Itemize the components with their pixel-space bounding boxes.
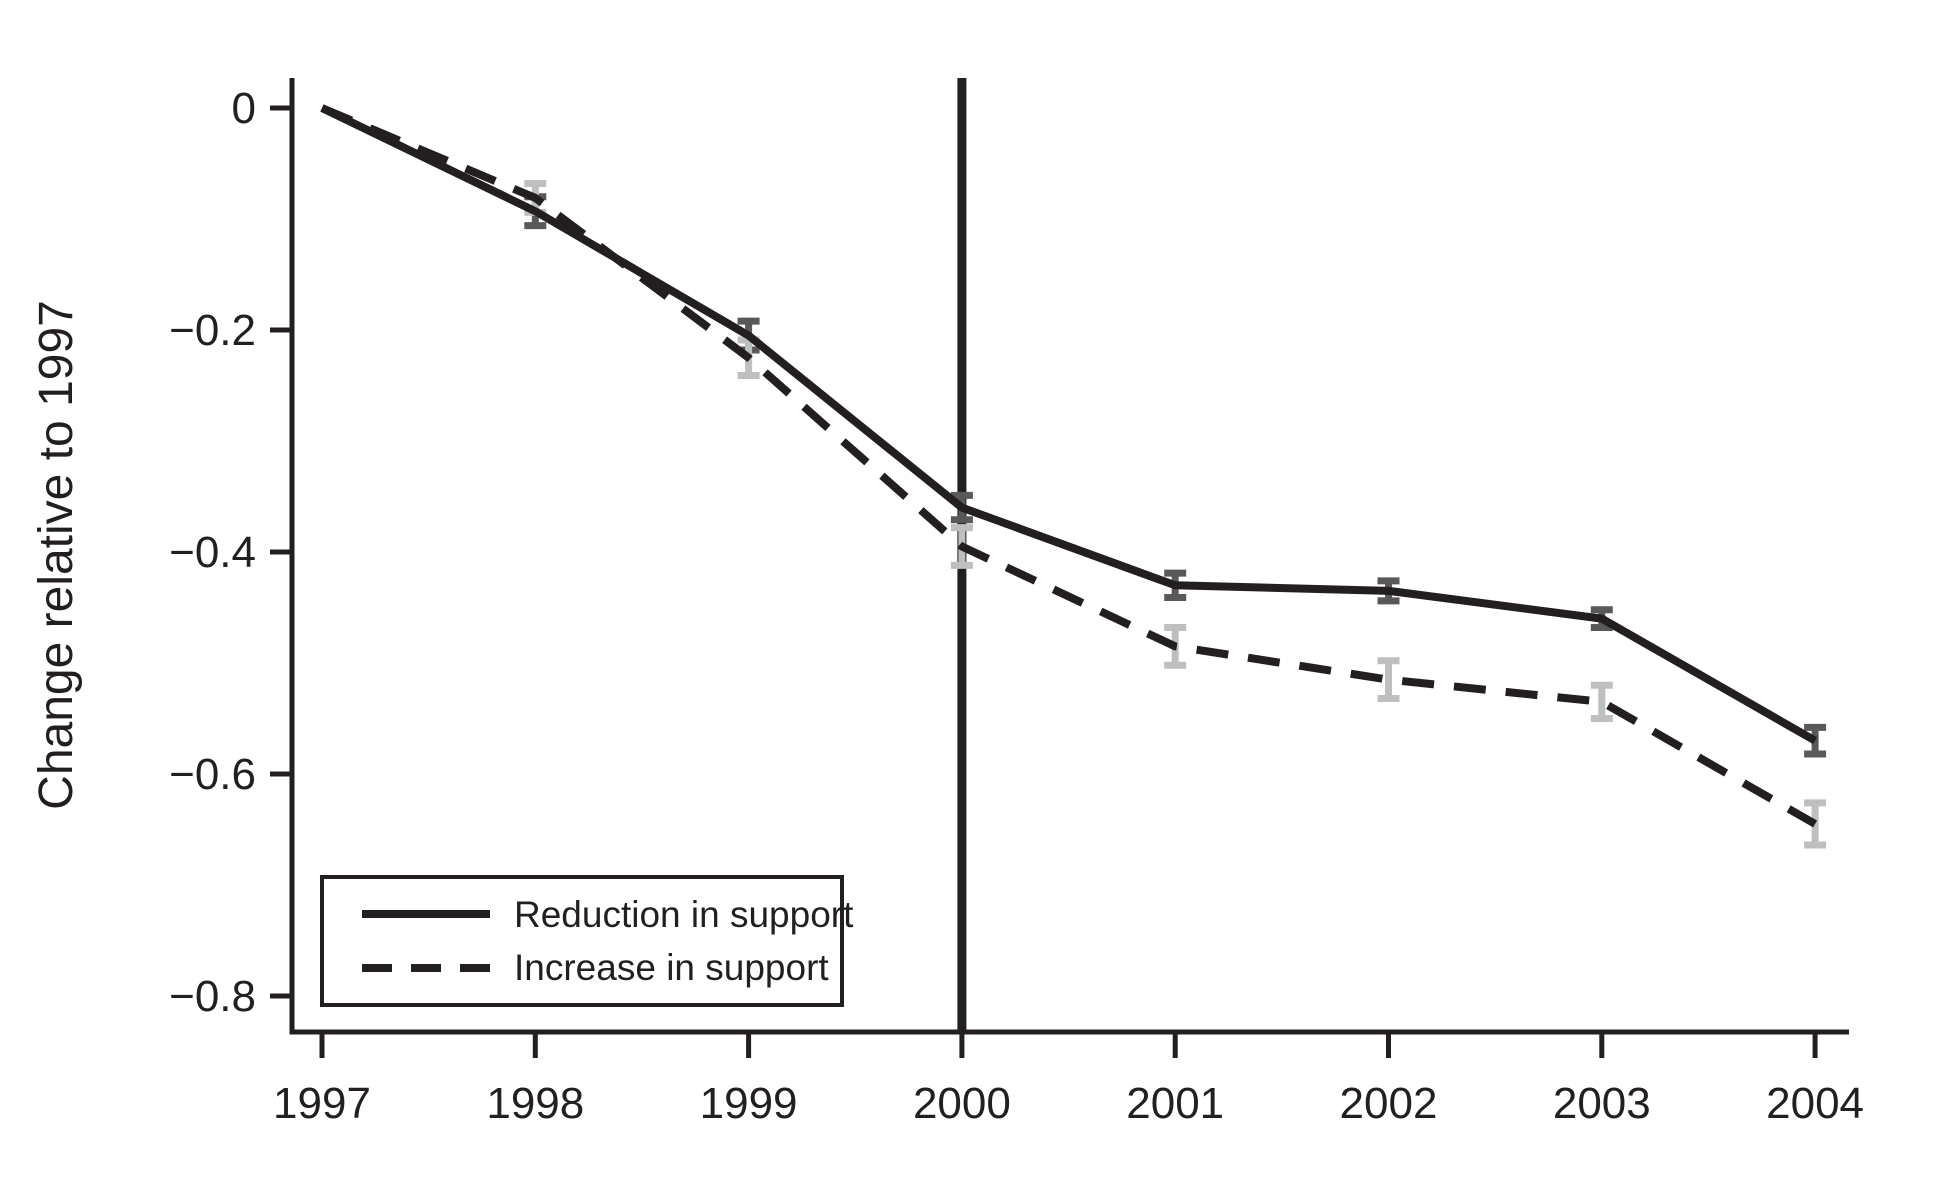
x-tick-label: 1998: [486, 1079, 584, 1128]
y-tick-label: 0: [232, 84, 256, 133]
series-line-increase: [320, 104, 1818, 828]
legend-entry-increase: Increase in support: [362, 949, 840, 986]
x-tick-label: 2004: [1766, 1079, 1864, 1128]
legend-entry-reduction: Reduction in support: [362, 896, 853, 933]
legend: Reduction in support Increase in support: [320, 875, 853, 1007]
solid-line-swatch: [362, 910, 490, 919]
legend-label-increase: Increase in support: [514, 947, 829, 989]
y-tick-label: −0.6: [169, 750, 256, 799]
y-axis-title: Change relative to 1997: [30, 300, 83, 810]
legend-label-reduction: Reduction in support: [514, 893, 854, 935]
x-tick-label: 2000: [913, 1079, 1011, 1128]
x-tick-label: 2001: [1126, 1079, 1224, 1128]
y-tick-label: −0.8: [169, 972, 256, 1021]
series-line-reduction: [320, 104, 1818, 745]
x-tick-label: 1997: [273, 1079, 371, 1128]
dashed-line-swatch: [362, 963, 490, 972]
y-tick-label: −0.4: [169, 528, 256, 577]
x-tick-label: 1999: [700, 1079, 798, 1128]
x-tick-label: 2002: [1340, 1079, 1438, 1128]
x-tick-label: 2003: [1553, 1079, 1651, 1128]
y-tick-label: −0.2: [169, 306, 256, 355]
